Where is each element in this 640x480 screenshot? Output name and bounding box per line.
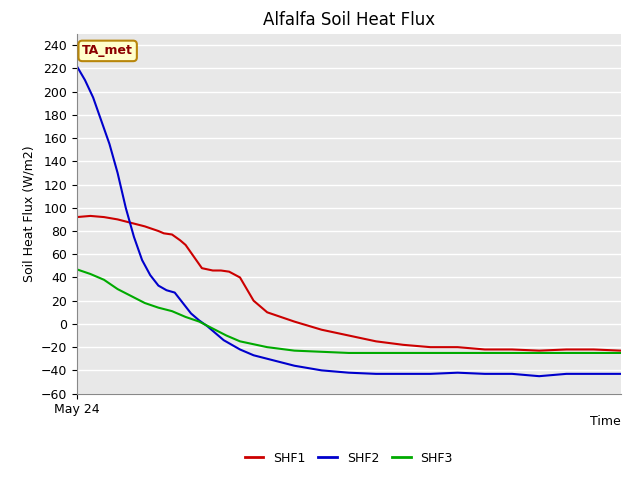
Text: Time: Time bbox=[590, 415, 621, 428]
Text: TA_met: TA_met bbox=[82, 44, 133, 58]
Title: Alfalfa Soil Heat Flux: Alfalfa Soil Heat Flux bbox=[263, 11, 435, 29]
Legend: SHF1, SHF2, SHF3: SHF1, SHF2, SHF3 bbox=[239, 447, 458, 469]
Y-axis label: Soil Heat Flux (W/m2): Soil Heat Flux (W/m2) bbox=[22, 145, 35, 282]
